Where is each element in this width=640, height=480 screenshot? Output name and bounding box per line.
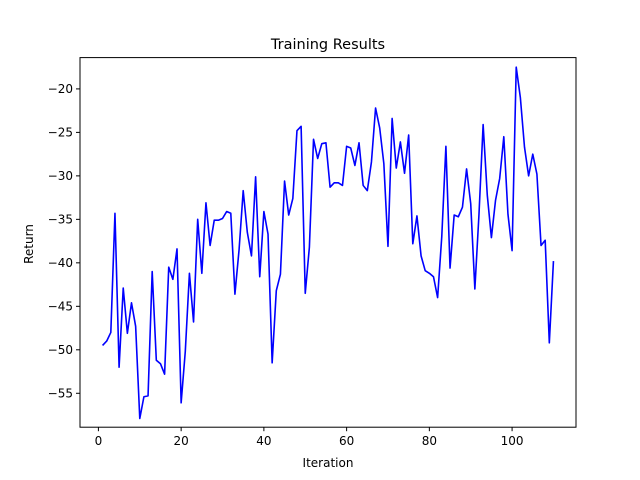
y-axis-label: Return xyxy=(22,224,36,264)
y-tick-label: −30 xyxy=(48,169,73,183)
chart-title: Training Results xyxy=(270,37,385,53)
y-tick-label: −25 xyxy=(48,125,73,139)
x-tick-label: 60 xyxy=(339,434,354,448)
y-tick-label: −55 xyxy=(48,386,73,400)
x-tick-label: 100 xyxy=(501,434,524,448)
series-line xyxy=(101,66,555,420)
x-tick-label: 40 xyxy=(256,434,271,448)
x-tick-label: 0 xyxy=(95,434,103,448)
x-axis-label: Iteration xyxy=(303,456,354,470)
x-tick-label: 80 xyxy=(422,434,437,448)
y-tick-label: −50 xyxy=(48,343,73,357)
y-tick-label: −40 xyxy=(48,256,73,270)
plot-area: 0 20 40 60 80 100 −55 −50 −45 −40 −35 −30 −25 −20 xyxy=(48,57,577,448)
y-tick-label: −45 xyxy=(48,299,73,313)
y-tick-label: −20 xyxy=(48,82,73,96)
axes-frame xyxy=(79,57,577,428)
x-tick-label: 20 xyxy=(174,434,189,448)
y-tick-label: −35 xyxy=(48,212,73,226)
